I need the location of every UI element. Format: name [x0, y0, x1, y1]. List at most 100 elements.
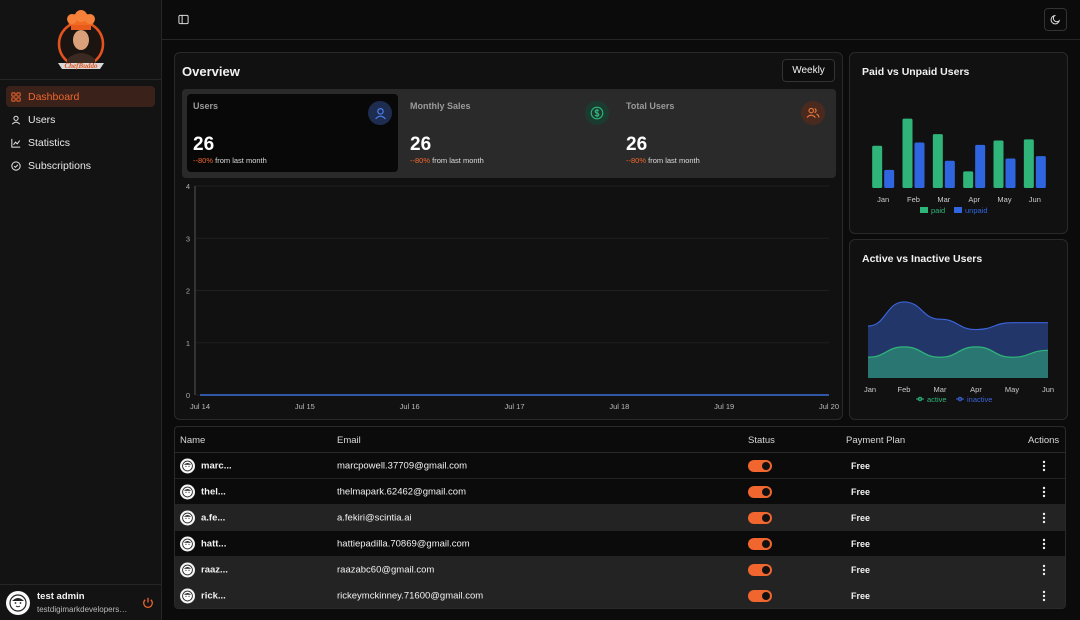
sidebar-item-dashboard[interactable]: Dashboard	[6, 86, 155, 107]
header-payment-plan[interactable]: Payment Plan	[846, 435, 906, 446]
bar-unpaid-jan	[884, 169, 895, 188]
bar-unpaid-feb	[914, 142, 925, 188]
sidebar: ChefBuddo Dashboard Users	[0, 0, 162, 620]
status-toggle[interactable]	[748, 589, 772, 602]
area-line-active	[867, 346, 1049, 358]
x-tick-label: Apr	[968, 195, 980, 204]
row-actions-button[interactable]	[1038, 536, 1050, 552]
stat-change: --80% from last month	[410, 156, 484, 165]
row-payment-plan: Free	[851, 564, 871, 575]
theme-toggle-button[interactable]	[1044, 8, 1067, 31]
x-tick-label: Jun	[1042, 385, 1054, 394]
row-name: rick...	[201, 590, 226, 601]
row-actions-button[interactable]	[1038, 458, 1050, 474]
x-tick-label: Jun	[1029, 195, 1041, 204]
legend-label-active: active	[927, 395, 947, 404]
x-tick-label: Jul 14	[190, 402, 210, 411]
status-toggle[interactable]	[748, 537, 772, 550]
row-actions-button[interactable]	[1038, 484, 1050, 500]
statistics-icon	[11, 138, 21, 148]
table-row[interactable]: marc... marcpowell.37709@gmail.com Free	[175, 453, 1065, 479]
status-toggle[interactable]	[748, 511, 772, 524]
table-row[interactable]: raaz... raazabc60@gmail.com Free	[175, 557, 1065, 583]
bar-paid-apr	[963, 171, 974, 188]
row-email: thelmapark.62462@gmail.com	[337, 486, 466, 497]
stat-change-suffix: from last month	[648, 156, 700, 165]
table-row[interactable]: a.fe... a.fekiri@scintia.ai Free	[175, 505, 1065, 531]
active-inactive-area-chart: Jan Feb Mar Apr May Jun active inactive	[864, 301, 1054, 404]
y-tick-label: 3	[186, 234, 190, 243]
sidebar-item-subscriptions[interactable]: Subscriptions	[6, 155, 155, 176]
x-tick-label: Jul 18	[609, 402, 629, 411]
logout-power-icon[interactable]	[141, 596, 155, 610]
stat-change-percent: --80%	[626, 156, 647, 165]
sidebar-item-users[interactable]: Users	[6, 109, 155, 130]
stat-card-users[interactable]: Users 26 --80% from last month	[187, 94, 398, 172]
row-payment-plan: Free	[851, 460, 871, 471]
row-avatar	[180, 458, 195, 473]
x-tick-label: Mar	[934, 385, 947, 394]
bar-unpaid-mar	[944, 160, 955, 188]
sidebar-item-statistics[interactable]: Statistics	[6, 132, 155, 153]
y-tick-label: 2	[186, 287, 190, 296]
sidebar-nav: Dashboard Users Statistics Subscriptions	[0, 80, 161, 184]
stat-card-total-users[interactable]: Total Users 26 --80% from last month	[620, 94, 831, 172]
status-toggle[interactable]	[748, 563, 772, 576]
row-name: thel...	[201, 486, 226, 497]
stat-change-percent: --80%	[410, 156, 431, 165]
y-tick-label: 4	[186, 182, 190, 191]
x-tick-label: Jan	[864, 385, 876, 394]
row-email: hattiepadilla.70869@gmail.com	[337, 538, 470, 549]
stat-value: 26	[410, 134, 432, 155]
stat-change-suffix: from last month	[215, 156, 267, 165]
toggle-sidebar-button[interactable]	[176, 12, 190, 26]
row-actions-button[interactable]	[1038, 588, 1050, 604]
row-actions-button[interactable]	[1038, 510, 1050, 526]
status-toggle[interactable]	[748, 485, 772, 498]
stat-change-suffix: from last month	[432, 156, 484, 165]
header-name[interactable]: Name	[180, 435, 206, 446]
table-row[interactable]: rick... rickeymckinney.71600@gmail.com Fre…	[175, 583, 1065, 608]
avatar-face-icon	[182, 564, 193, 575]
row-actions-button[interactable]	[1038, 562, 1050, 578]
status-toggle[interactable]	[748, 459, 772, 472]
bar-paid-jan	[872, 145, 883, 188]
header-email[interactable]: Email	[337, 435, 361, 446]
avatar-face-icon	[182, 460, 193, 471]
bar-unpaid-jun	[1035, 156, 1046, 188]
area-line-inactive	[867, 301, 1048, 331]
sidebar-item-label: Statistics	[28, 136, 71, 149]
avatar[interactable]	[6, 590, 30, 615]
row-payment-plan: Free	[851, 590, 871, 601]
row-name: a.fe...	[201, 512, 226, 523]
period-select-button[interactable]: Weekly	[782, 59, 835, 82]
bar-paid-mar	[932, 134, 943, 188]
header-status[interactable]: Status	[748, 435, 775, 446]
avatar-face-icon	[9, 593, 27, 612]
sidebar-item-label: Users	[28, 113, 56, 126]
table-row[interactable]: hatt... hattiepadilla.70869@gmail.com Free	[175, 531, 1065, 557]
user-icon	[11, 115, 21, 125]
x-tick-label: Jul 16	[400, 402, 420, 411]
row-avatar	[180, 536, 195, 551]
bar-unpaid-apr	[975, 144, 986, 188]
chart-title: Active vs Inactive Users	[862, 253, 983, 265]
table-header: Name Email Status Payment Plan Actions	[175, 427, 1065, 453]
avatar-face-icon	[182, 590, 193, 601]
sidebar-toggle-icon	[177, 14, 189, 24]
legend-swatch-paid	[920, 207, 928, 213]
x-tick-label: Mar	[937, 195, 950, 204]
row-email: a.fekiri@scintia.ai	[337, 512, 412, 523]
dashboard-icon	[11, 91, 21, 102]
stat-label: Total Users	[626, 101, 675, 111]
row-payment-plan: Free	[851, 538, 871, 549]
table-row[interactable]: thel... thelmapark.62462@gmail.com Free	[175, 479, 1065, 505]
dollar-icon	[585, 101, 609, 125]
logo[interactable]: ChefBuddo	[0, 0, 161, 80]
stat-value: 26	[193, 134, 215, 155]
stat-card-monthly-sales[interactable]: Monthly Sales 26 --80% from last month	[404, 94, 615, 172]
users-table: Name Email Status Payment Plan Actions m…	[174, 426, 1066, 609]
x-tick-label: May	[1005, 385, 1019, 394]
y-tick-label: 0	[186, 391, 190, 400]
